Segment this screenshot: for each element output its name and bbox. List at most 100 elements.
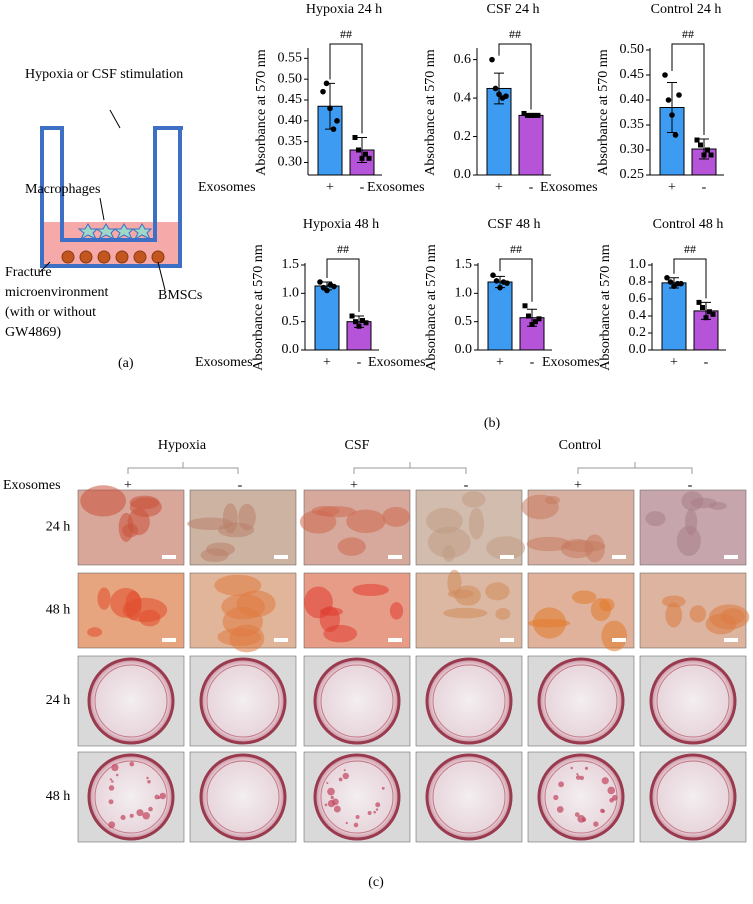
well-inner xyxy=(206,664,280,738)
nodule xyxy=(129,813,134,818)
data-point xyxy=(363,320,369,326)
y-tick-label: 0.5 xyxy=(282,314,300,329)
scale-bar xyxy=(388,555,402,559)
stain xyxy=(443,607,488,619)
significance-bracket xyxy=(499,258,533,302)
data-point xyxy=(356,147,361,153)
y-tick-label: 0.0 xyxy=(282,342,300,357)
y-tick-label: 0.2 xyxy=(629,325,647,340)
data-point xyxy=(532,112,537,118)
panel-label: (c) xyxy=(368,875,384,890)
significance-label: ## xyxy=(340,27,352,41)
y-tick-label: 0.0 xyxy=(455,342,473,357)
stain xyxy=(661,595,686,608)
group-label: Hypoxia xyxy=(158,438,207,453)
stain xyxy=(222,503,238,534)
y-tick-label: 0.30 xyxy=(278,155,303,170)
y-axis-label: Absorbance at 570 nm xyxy=(254,49,269,175)
photo xyxy=(639,655,747,747)
y-tick-label: 0.2 xyxy=(454,129,472,144)
group-bracket xyxy=(353,462,467,474)
row-label: 24 h xyxy=(46,693,71,708)
row-label: 48 h xyxy=(46,789,71,804)
photo xyxy=(415,655,523,747)
stimulation-label: Hypoxia or CSF stimulation xyxy=(25,67,183,82)
x-tick-label: + xyxy=(496,355,504,370)
nodule xyxy=(136,809,144,817)
nodule xyxy=(558,781,564,788)
x-tick-label: + xyxy=(495,180,503,195)
photo xyxy=(189,572,297,653)
data-point xyxy=(533,319,538,325)
stain xyxy=(545,495,560,505)
nodule xyxy=(593,821,599,827)
column-label: - xyxy=(238,478,243,493)
stain xyxy=(317,506,357,518)
photo xyxy=(299,489,411,566)
stain xyxy=(352,583,389,596)
scale-bar xyxy=(274,638,288,642)
well-rim xyxy=(537,753,625,841)
arrows xyxy=(39,109,166,291)
photo xyxy=(189,655,297,747)
significance-label: ## xyxy=(682,27,694,41)
data-point xyxy=(493,278,500,284)
stain xyxy=(690,497,717,509)
panel-label: (b) xyxy=(484,416,501,431)
y-tick-label: 0.30 xyxy=(620,142,645,157)
nodule xyxy=(601,809,605,813)
well-rim xyxy=(199,657,287,745)
stain xyxy=(427,526,471,559)
group-bracket xyxy=(577,462,693,474)
data-point xyxy=(536,316,542,322)
y-axis-label: Absorbance at 570 nm xyxy=(598,244,613,370)
data-point xyxy=(359,155,365,161)
data-point xyxy=(320,88,326,95)
y-tick-label: 1.5 xyxy=(455,257,473,272)
x-tick-label: - xyxy=(702,180,707,195)
x-tick-label: - xyxy=(529,180,534,195)
stain xyxy=(571,590,597,604)
well-inner xyxy=(206,760,280,834)
scale-bar xyxy=(500,555,514,559)
nodule xyxy=(345,821,348,825)
y-axis-label: Absorbance at 570 nm xyxy=(596,49,611,175)
nodule xyxy=(142,811,150,820)
photo xyxy=(639,572,750,649)
nodule xyxy=(111,780,114,783)
data-point xyxy=(662,72,668,78)
photo xyxy=(521,489,635,566)
significance-label: ## xyxy=(509,27,521,41)
data-point xyxy=(701,152,707,158)
data-point xyxy=(710,311,716,317)
well-inner xyxy=(432,664,506,738)
stain xyxy=(346,509,386,534)
stain xyxy=(129,497,162,518)
photo xyxy=(639,489,747,566)
data-point xyxy=(703,315,709,321)
stain xyxy=(705,613,737,635)
group-label: Control xyxy=(559,438,602,453)
stain xyxy=(526,536,571,552)
nodule xyxy=(109,778,113,781)
data-point xyxy=(324,287,330,294)
data-point xyxy=(664,274,670,281)
chart-title: Hypoxia 24 h xyxy=(306,2,382,17)
photo xyxy=(415,569,523,649)
scale-bar xyxy=(724,638,738,642)
stain xyxy=(599,598,615,612)
stain xyxy=(221,594,266,620)
nodule xyxy=(333,805,341,813)
photo xyxy=(639,751,747,843)
nodule xyxy=(338,777,343,782)
photo xyxy=(303,655,411,747)
well-rim xyxy=(313,753,401,841)
nodule xyxy=(355,814,360,819)
nodule xyxy=(148,806,153,812)
bar xyxy=(661,282,687,351)
well-inner xyxy=(94,760,168,834)
stain xyxy=(382,506,411,527)
stain xyxy=(389,602,404,620)
y-tick-label: 0.4 xyxy=(454,90,472,105)
group-bracket xyxy=(127,462,239,474)
